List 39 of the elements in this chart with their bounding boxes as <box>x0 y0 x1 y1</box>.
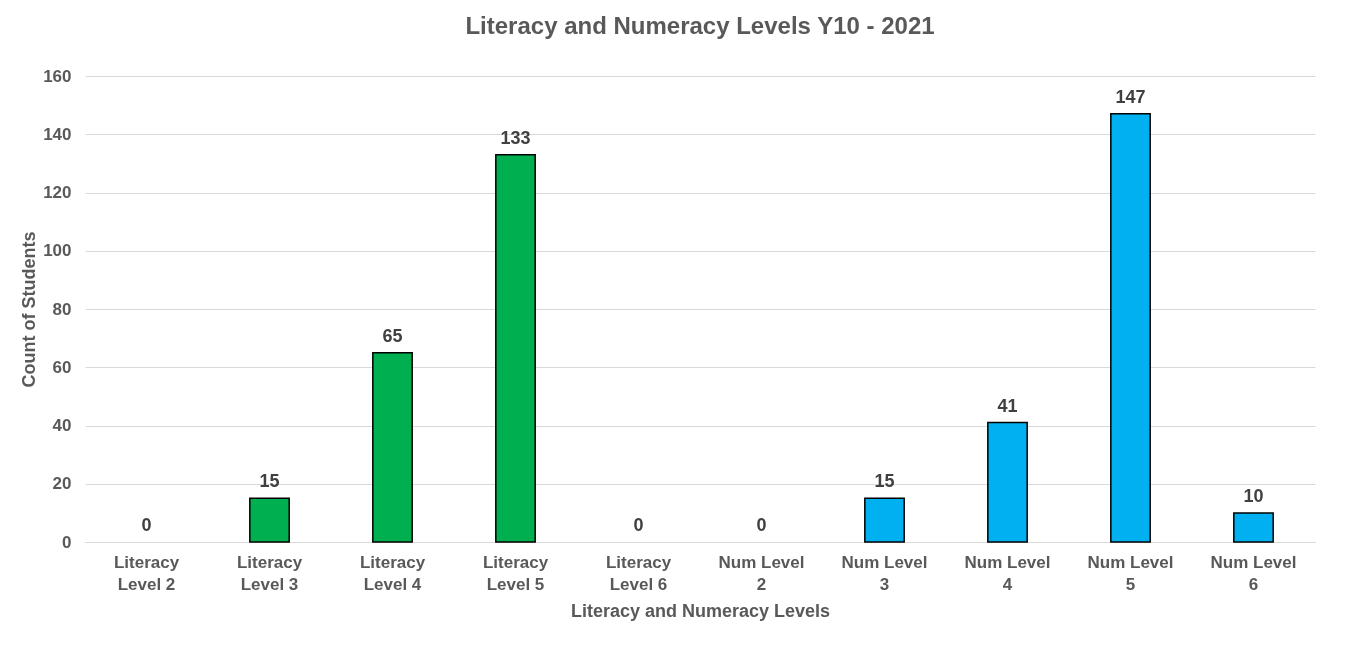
x-tick-label: Literacy Level 3 <box>236 552 303 594</box>
bar <box>864 497 905 543</box>
y-tick-label: 20 <box>52 474 72 494</box>
bar <box>1233 512 1274 543</box>
y-tick-label: 100 <box>43 241 72 261</box>
data-label: 147 <box>1115 86 1146 107</box>
bar <box>495 153 536 543</box>
x-tick-label: Literacy Level 4 <box>359 552 426 594</box>
data-label: 15 <box>874 471 895 492</box>
data-label: 65 <box>382 325 403 346</box>
x-tick-label: Num Level 4 <box>964 552 1051 594</box>
y-tick-label: 40 <box>52 416 72 435</box>
x-tick-label: Num Level 3 <box>841 552 928 594</box>
bar <box>987 421 1028 543</box>
data-label: 41 <box>997 395 1018 416</box>
y-tick-label: 160 <box>43 66 72 86</box>
chart-title: Literacy and Numeracy Levels Y10 - 2021 <box>465 12 935 39</box>
bar <box>249 497 290 543</box>
x-tick-label: Num Level 5 <box>1087 552 1174 594</box>
bar <box>372 351 413 543</box>
x-tick-label: Num Level 6 <box>1210 552 1297 594</box>
data-label: 15 <box>259 471 280 492</box>
y-tick-label: 80 <box>52 299 72 319</box>
data-label: 0 <box>141 515 152 535</box>
x-axis-title: Literacy and Numeracy Levels <box>570 600 831 621</box>
x-tick-label: Num Level 2 <box>718 552 805 594</box>
x-tick-label: Literacy Level 6 <box>605 552 672 594</box>
y-tick-label: 0 <box>62 532 72 552</box>
y-tick-label: 120 <box>43 183 72 202</box>
data-label: 0 <box>633 515 644 535</box>
x-tick-label: Literacy Level 2 <box>113 552 180 594</box>
y-axis-title: Count of Students <box>19 231 40 388</box>
data-label: 10 <box>1243 485 1264 506</box>
y-tick-label: 140 <box>43 124 72 144</box>
data-label: 133 <box>500 127 531 148</box>
y-tick-label: 60 <box>52 357 72 377</box>
data-label: 0 <box>756 515 767 535</box>
bar <box>1110 113 1151 543</box>
x-tick-label: Literacy Level 5 <box>482 552 549 594</box>
